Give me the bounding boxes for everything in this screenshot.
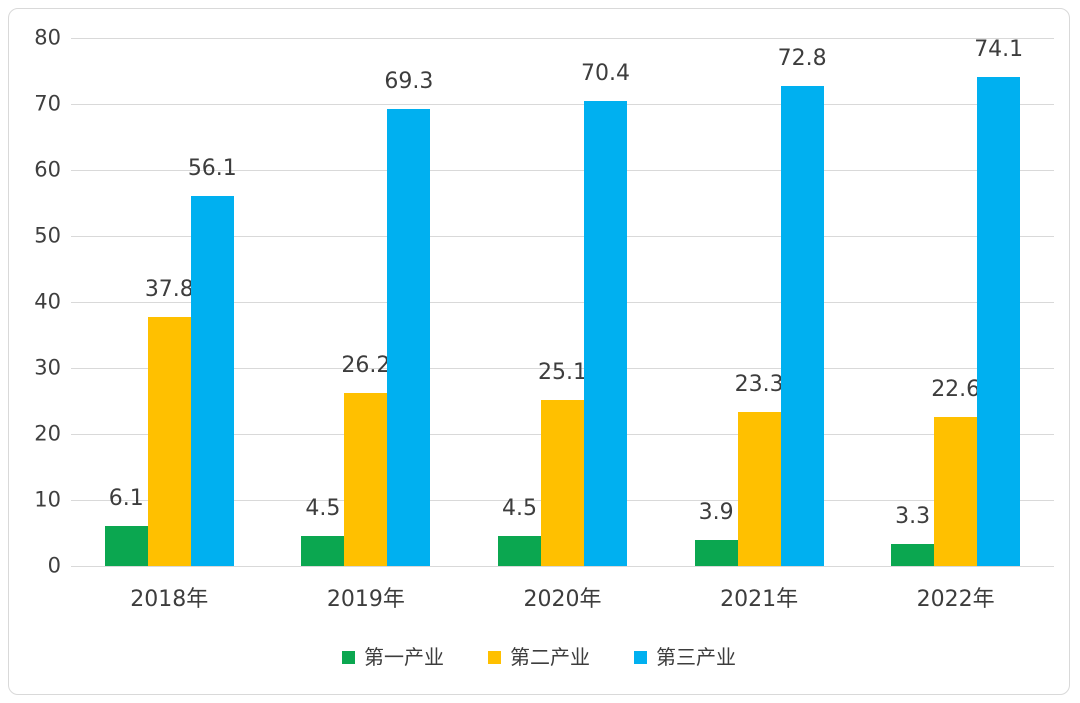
legend-label: 第二产业 <box>510 645 590 669</box>
bar-column: 4.5 <box>497 38 541 566</box>
bar-column: 72.8 <box>777 38 827 566</box>
bar-column: 3.9 <box>694 38 738 566</box>
gridline <box>71 104 1054 105</box>
bar-第一产业-2021年 <box>694 540 738 566</box>
y-axis-tick-label: 70 <box>34 91 61 116</box>
y-axis-tick-label: 30 <box>34 355 61 380</box>
gridline <box>71 566 1054 567</box>
legend-swatch-icon <box>634 650 647 664</box>
bar-group-2020: 4.5 25.1 70.4 <box>464 38 661 566</box>
bar-column: 6.1 <box>104 38 148 566</box>
bar-value-label: 4.5 <box>305 496 341 522</box>
legend-label: 第一产业 <box>364 645 444 669</box>
bar-value-label: 56.1 <box>187 155 237 181</box>
bar-column: 4.5 <box>301 38 345 566</box>
x-axis-category-label: 2019年 <box>326 587 405 612</box>
legend-entry-第二产业: 第二产业 <box>488 647 590 667</box>
x-axis-category-labels: 2018年 2019年 2020年 2021年 2022年 <box>71 581 1054 613</box>
bar-groups: 6.1 37.8 56.1 4.5 26.2 69.3 4.5 25.1 70.4 3.9 23.3… <box>71 38 1054 566</box>
bar-value-label: 3.3 <box>895 504 931 530</box>
bar-column: 74.1 <box>974 36 1024 566</box>
bar-value-label: 25.1 <box>538 360 587 386</box>
bar-第一产业-2020年 <box>497 536 541 566</box>
bar-第一产业-2022年 <box>891 544 935 566</box>
y-axis-tick-label: 60 <box>34 157 61 182</box>
y-axis-tick-labels: 0 10 20 30 40 50 60 70 80 <box>15 27 61 576</box>
legend-entry-第三产业: 第三产业 <box>634 647 736 667</box>
bar-column: 56.1 <box>187 38 237 566</box>
bar-第三产业-2020年 <box>583 101 627 566</box>
bar-column: 26.2 <box>341 38 391 566</box>
bar-column: 69.3 <box>384 38 434 566</box>
bar-value-label: 3.9 <box>698 500 734 526</box>
bar-第二产业-2018年 <box>147 316 191 566</box>
bar-column: 23.3 <box>734 38 784 566</box>
bar-value-label: 70.4 <box>581 61 630 87</box>
y-axis-tick-label: 80 <box>34 25 61 50</box>
bar-value-label: 22.6 <box>931 376 981 402</box>
bar-第二产业-2021年 <box>737 412 781 566</box>
bar-第一产业-2019年 <box>301 536 345 566</box>
bar-第三产业-2021年 <box>780 85 824 566</box>
bar-第三产业-2019年 <box>387 108 431 566</box>
bar-column: 22.6 <box>931 38 981 566</box>
bar-column: 3.3 <box>891 38 935 566</box>
bar-value-label: 74.1 <box>974 36 1024 62</box>
bar-第二产业-2020年 <box>540 400 584 566</box>
bar-group-2022: 3.3 22.6 74.1 <box>857 38 1054 566</box>
bar-group-2018: 6.1 37.8 56.1 <box>71 38 268 566</box>
gridline <box>71 368 1054 369</box>
bar-value-label: 69.3 <box>384 68 434 94</box>
bar-第一产业-2018年 <box>104 525 148 566</box>
bar-第二产业-2019年 <box>344 393 388 566</box>
bar-value-label: 23.3 <box>734 372 784 398</box>
bar-column: 37.8 <box>144 38 194 566</box>
y-axis-tick-label: 50 <box>34 223 61 248</box>
bar-第三产业-2018年 <box>190 195 234 566</box>
x-axis-category-label: 2020年 <box>523 587 602 612</box>
bar-value-label: 6.1 <box>108 485 144 511</box>
chart-container: 0 10 20 30 40 50 60 70 80 6.1 37.8 56.1 4.5 26.2 69.3… <box>8 8 1070 695</box>
legend-label: 第三产业 <box>656 645 736 669</box>
y-axis-tick-label: 0 <box>47 553 61 578</box>
legend: 第一产业 第二产业 第三产业 <box>9 647 1069 667</box>
bar-value-label: 26.2 <box>341 353 391 379</box>
y-axis-tick-label: 20 <box>34 421 61 446</box>
legend-entry-第一产业: 第一产业 <box>342 647 444 667</box>
bar-column: 25.1 <box>538 38 587 566</box>
bar-第三产业-2022年 <box>977 76 1021 566</box>
bar-第二产业-2022年 <box>934 416 978 566</box>
gridline <box>71 170 1054 171</box>
bar-value-label: 4.5 <box>501 496 537 522</box>
gridline <box>71 38 1054 39</box>
plot-area: 6.1 37.8 56.1 4.5 26.2 69.3 4.5 25.1 70.4 3.9 23.3… <box>71 38 1054 567</box>
gridline <box>71 236 1054 237</box>
bar-group-2021: 3.9 23.3 72.8 <box>661 38 858 566</box>
y-axis-tick-label: 40 <box>34 289 61 314</box>
legend-swatch-icon <box>488 650 501 664</box>
bar-value-label: 37.8 <box>144 276 194 302</box>
bar-group-2019: 4.5 26.2 69.3 <box>268 38 465 566</box>
bar-column: 70.4 <box>581 38 630 566</box>
legend-swatch-icon <box>342 650 355 664</box>
x-axis-category-label: 2022年 <box>916 587 995 612</box>
bar-value-label: 72.8 <box>777 45 827 71</box>
x-axis-category-label: 2021年 <box>720 587 799 612</box>
x-axis-category-label: 2018年 <box>130 587 209 612</box>
gridline <box>71 302 1054 303</box>
y-axis-tick-label: 10 <box>34 487 61 512</box>
